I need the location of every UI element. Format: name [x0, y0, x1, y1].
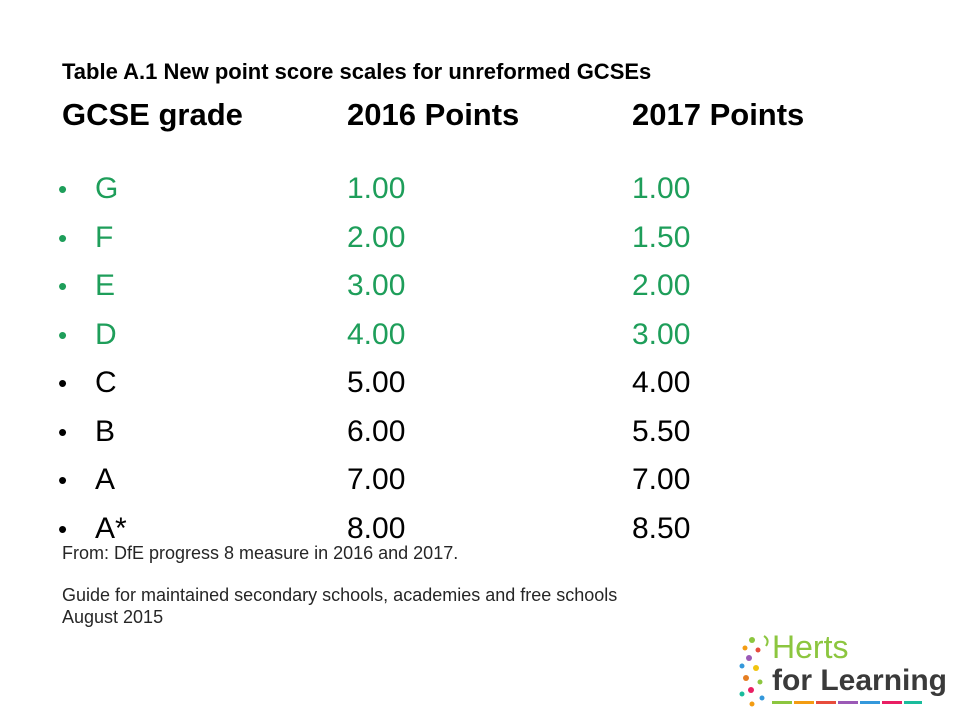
points-2017: 2.00 [632, 269, 691, 302]
grade-row: • G 1.00 1.00 [0, 165, 960, 214]
points-2017: 1.00 [632, 172, 691, 205]
grade-row: • A 7.00 7.00 [0, 456, 960, 505]
points-2017: 8.50 [632, 511, 691, 545]
header-2016-points: 2016 Points [347, 97, 520, 132]
grade-label: G [95, 172, 119, 205]
grade-row: • D 4.00 3.00 [0, 311, 960, 360]
logo-ribbon-icon [772, 701, 922, 704]
grade-label: B [95, 414, 116, 448]
logo-text-herts: Herts [772, 629, 849, 665]
points-2016: 8.00 [347, 511, 406, 545]
points-2017: 1.50 [632, 220, 691, 254]
slide-title: Table A.1 New point score scales for unr… [62, 59, 652, 84]
grade-label: F [95, 220, 114, 254]
bullet-icon: • [58, 319, 68, 350]
grade-label: E [95, 269, 116, 302]
grade-row: • C 5.00 4.00 [0, 359, 960, 408]
bullet-icon: • [58, 271, 68, 301]
points-2016: 3.00 [347, 269, 406, 302]
points-2016: 7.00 [347, 463, 406, 496]
header-2017-points: 2017 Points [632, 97, 805, 132]
grade-label: A* [95, 511, 127, 545]
grade-list: • G 1.00 1.00 • F 2.00 1.50 • E 3.00 2.00 • D 4.00 3.00… [0, 165, 960, 553]
source-note: From: DfE progress 8 measure in 2016 and… [62, 543, 459, 563]
grade-row: • F 2.00 1.50 [0, 214, 960, 263]
points-2016: 1.00 [347, 172, 406, 205]
header-gcse-grade: GCSE grade [62, 97, 243, 132]
grade-label: D [95, 317, 117, 351]
points-2016: 6.00 [347, 414, 406, 448]
grade-row: • B 6.00 5.50 [0, 408, 960, 457]
bullet-icon: • [58, 368, 68, 398]
guide-line-1: Guide for maintained secondary schools, … [62, 585, 618, 605]
points-2016: 2.00 [347, 220, 406, 254]
bullet-icon: • [58, 416, 68, 447]
guide-line-2: August 2015 [62, 607, 164, 627]
points-2016: 4.00 [347, 317, 406, 351]
grade-row: • A* 8.00 8.50 [0, 505, 960, 554]
points-2017: 5.50 [632, 414, 691, 448]
points-2017: 7.00 [632, 463, 691, 496]
herts-for-learning-logo: Herts for Learning [736, 628, 947, 708]
grade-row: • E 3.00 2.00 [0, 262, 960, 311]
bullet-icon: • [58, 513, 68, 544]
table-header: GCSE grade 2016 Points 2017 Points [62, 93, 922, 137]
points-2016: 5.00 [347, 366, 406, 399]
bullet-icon: • [58, 465, 68, 495]
grade-label: C [95, 366, 117, 399]
bullet-icon: • [58, 174, 68, 204]
guide-note: Guide for maintained secondary schools, … [62, 584, 862, 628]
logo-art-icon [739, 635, 769, 707]
points-2017: 4.00 [632, 366, 691, 399]
bullet-icon: • [58, 222, 68, 253]
logo-text-for-learning: for Learning [772, 664, 948, 697]
points-2017: 3.00 [632, 317, 691, 351]
grade-label: A [95, 463, 116, 496]
